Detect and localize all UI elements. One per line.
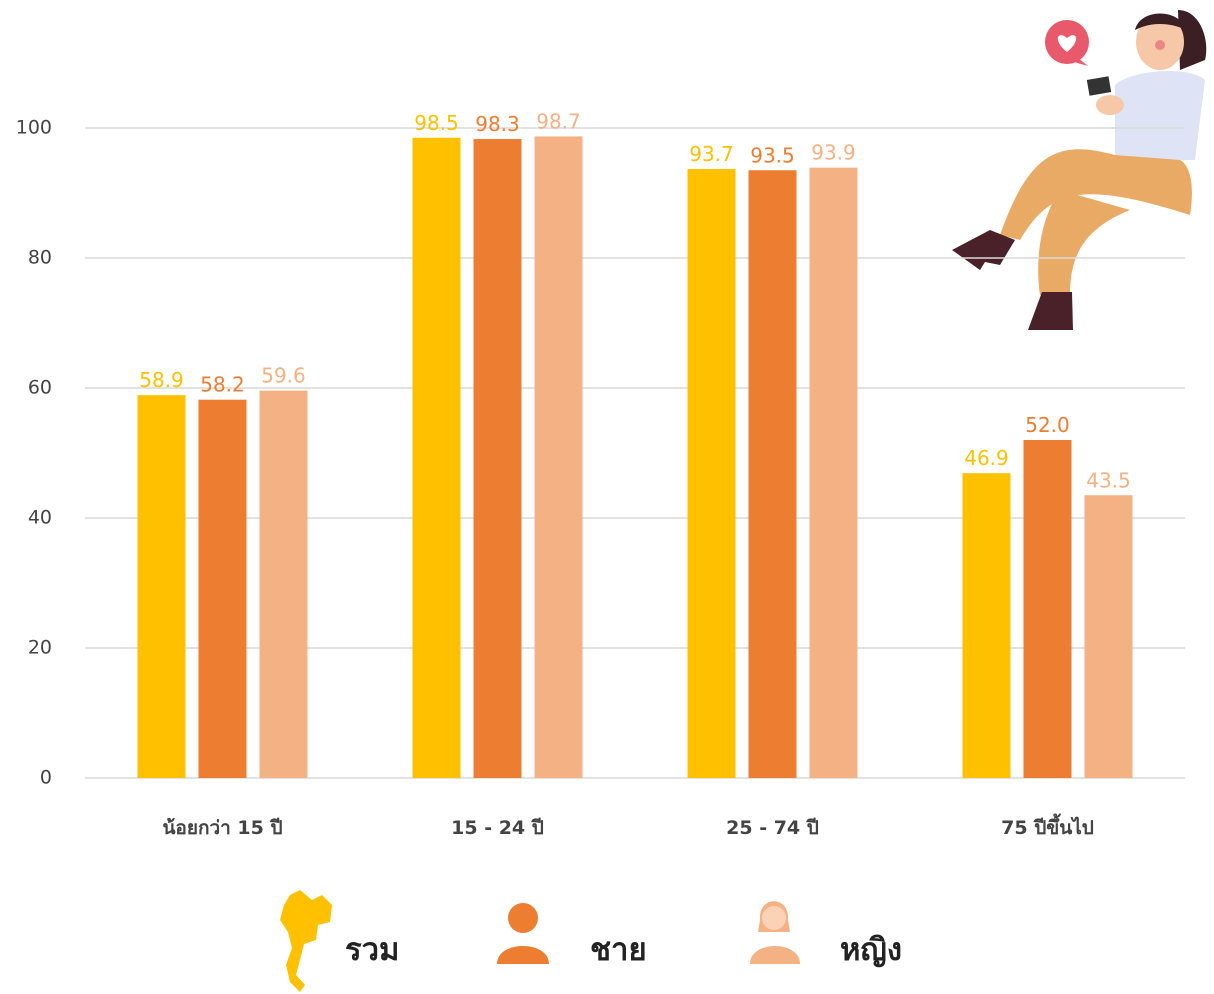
legend-label: ชาย <box>590 932 647 968</box>
bar <box>534 136 583 778</box>
bar <box>962 473 1011 778</box>
y-tick-label: 100 <box>16 117 52 139</box>
y-tick-label: 80 <box>28 247 52 269</box>
x-tick-label: 75 ปีขึ้นไป <box>1001 813 1094 839</box>
y-tick-label: 0 <box>40 767 52 789</box>
y-tick-label: 40 <box>28 507 52 529</box>
value-label: 93.7 <box>689 142 734 166</box>
bar <box>1023 440 1072 778</box>
value-label: 58.9 <box>139 368 184 392</box>
x-tick-label: 15 - 24 ปี <box>451 817 544 839</box>
bar <box>259 390 308 778</box>
legend-label: หญิง <box>840 932 902 968</box>
bar <box>1084 495 1133 778</box>
value-label: 93.9 <box>811 141 856 165</box>
illustration <box>952 10 1207 330</box>
x-tick-label: 25 - 74 ปี <box>726 817 819 839</box>
y-tick-label: 60 <box>28 377 52 399</box>
bar <box>748 170 797 778</box>
value-label: 98.7 <box>536 109 581 133</box>
bar <box>809 167 858 778</box>
value-label: 93.5 <box>750 143 795 167</box>
y-tick-label: 20 <box>28 637 52 659</box>
value-label: 59.6 <box>261 364 306 388</box>
legend-icons <box>280 890 800 992</box>
legend-label: รวม <box>345 932 400 968</box>
value-label: 58.2 <box>200 373 245 397</box>
value-label: 43.5 <box>1086 468 1131 492</box>
value-label: 98.5 <box>414 111 459 135</box>
value-label: 46.9 <box>964 446 1009 470</box>
x-tick-label: น้อยกว่า 15 ปี <box>162 817 282 839</box>
value-label: 52.0 <box>1025 413 1070 437</box>
bar <box>473 139 522 779</box>
value-label: 98.3 <box>475 112 520 136</box>
bar <box>687 168 736 778</box>
bar <box>198 399 247 778</box>
bar <box>412 137 461 778</box>
bar <box>137 395 186 778</box>
